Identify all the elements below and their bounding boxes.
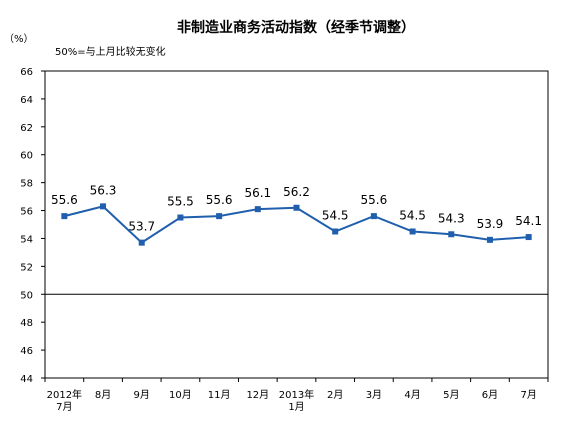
x-tick-label: 4月 <box>404 389 420 401</box>
x-tick-label: 11月 <box>208 389 231 401</box>
y-tick-label: 58 <box>20 179 33 190</box>
data-label: 56.3 <box>90 183 117 197</box>
x-tick-label: 12月 <box>246 389 269 401</box>
x-tick-label: 2012年 7月 <box>47 388 82 413</box>
y-axis-unit: （%） <box>4 33 34 45</box>
plot-area <box>44 70 549 379</box>
y-tick-label: 50 <box>20 290 33 301</box>
y-tick-label: 66 <box>20 67 33 78</box>
data-point <box>293 204 300 211</box>
reference-note: 50%=与上月比较无变化 <box>55 45 166 58</box>
x-tick-label: 2013年 1月 <box>279 388 314 413</box>
data-label: 54.5 <box>399 208 426 222</box>
x-tick-label: 6月 <box>482 389 498 401</box>
y-tick-label: 62 <box>20 123 33 134</box>
data-point <box>486 236 493 243</box>
y-tick-label: 64 <box>20 95 33 106</box>
y-tick-label: 60 <box>20 151 33 162</box>
x-axis: 2012年 7月 8月 9月 10月 11月 12月 2013年 1月 2月 3月 4月 5月 6月 7月 <box>44 378 549 413</box>
data-label: 55.6 <box>361 193 388 207</box>
y-tick-label: 48 <box>20 318 33 329</box>
data-label: 54.5 <box>322 208 349 222</box>
data-labels: 55.6 56.3 53.7 55.5 55.6 56.1 56.2 54.5 55.6 54.5… <box>51 183 542 233</box>
x-tick-label: 8月 <box>95 389 111 401</box>
data-point <box>100 203 107 210</box>
data-point <box>409 228 416 235</box>
y-tick-label: 52 <box>20 262 33 273</box>
data-point <box>525 234 532 241</box>
data-label: 54.3 <box>438 211 465 225</box>
data-label: 54.1 <box>515 214 542 228</box>
x-tick-label: 2月 <box>327 389 343 401</box>
data-label: 55.6 <box>206 193 233 207</box>
x-tick-label: 10月 <box>169 389 192 401</box>
y-tick-label: 56 <box>20 207 33 218</box>
x-tick-label: 7月 <box>520 389 536 401</box>
data-point <box>61 213 68 220</box>
data-point <box>254 206 261 213</box>
data-point <box>216 213 223 220</box>
x-tick-label: 5月 <box>443 389 459 401</box>
data-label: 56.1 <box>244 186 271 200</box>
y-tick-label: 46 <box>20 346 33 357</box>
data-point <box>177 214 184 221</box>
y-tick-label: 44 <box>20 374 33 385</box>
data-label: 53.7 <box>128 220 155 234</box>
data-label: 56.2 <box>283 185 310 199</box>
y-axis: 44 46 48 50 52 54 56 58 60 62 64 66 <box>20 67 45 385</box>
data-label: 55.5 <box>167 195 194 209</box>
x-tick-label: 9月 <box>134 389 150 401</box>
data-points <box>61 203 532 246</box>
data-point <box>332 228 339 235</box>
data-point <box>138 239 145 246</box>
data-label: 53.9 <box>477 217 504 231</box>
data-point <box>370 213 377 220</box>
data-point <box>448 231 455 238</box>
x-tick-label: 3月 <box>366 389 382 401</box>
y-tick-label: 54 <box>20 234 33 245</box>
chart-title: 非制造业商务活动指数（经季节调整） <box>177 19 415 36</box>
data-label: 55.6 <box>51 193 78 207</box>
